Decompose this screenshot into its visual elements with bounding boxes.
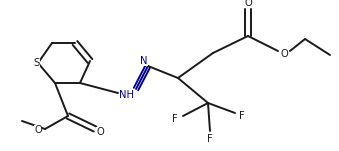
Text: F: F	[172, 114, 178, 124]
Text: S: S	[34, 58, 40, 68]
Text: F: F	[239, 111, 245, 121]
Text: O: O	[280, 49, 288, 59]
Text: N: N	[140, 56, 148, 66]
Text: O: O	[96, 127, 104, 137]
Text: NH: NH	[120, 90, 135, 100]
Text: F: F	[207, 134, 213, 144]
Text: O: O	[34, 125, 42, 135]
Text: O: O	[244, 0, 252, 8]
